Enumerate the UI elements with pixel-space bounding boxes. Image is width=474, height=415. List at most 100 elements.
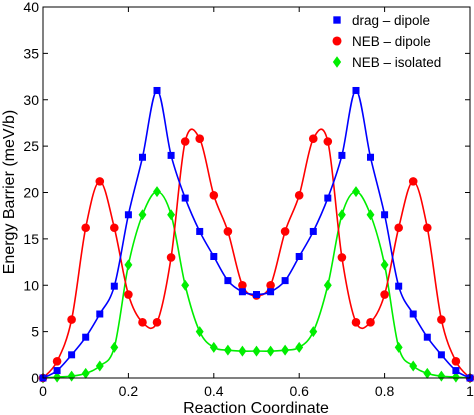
series-1-point-20 (324, 194, 332, 202)
series-2-point-7 (138, 318, 147, 327)
series-1-point-26 (409, 310, 417, 318)
series-1-point-3 (82, 333, 90, 341)
series-2-point-21 (337, 253, 347, 262)
series-1-point-12 (210, 252, 218, 260)
series-2-point-18 (294, 190, 304, 200)
x-tick-label-3: 0.6 (289, 383, 309, 399)
series-2-point-16 (266, 280, 275, 290)
x-axis-title: Reaction Coordinate (183, 400, 329, 415)
legend-marker-3 (332, 56, 342, 68)
series-2-point-23 (366, 318, 375, 327)
x-tick-label-4: 0.8 (375, 383, 395, 399)
series-1-point-24 (381, 211, 389, 219)
legend-label-2: NEB – dipole (352, 34, 431, 49)
series-2-point-28 (437, 315, 446, 324)
series-3-point-20 (323, 279, 332, 291)
series-1-point-8 (153, 86, 161, 94)
series-2-point-1 (52, 357, 62, 366)
series-2-point-26 (408, 177, 418, 186)
series-1-point-25 (395, 282, 403, 290)
series-1-point-21 (338, 151, 346, 159)
series-2-point-27 (423, 223, 432, 233)
series-3-point-7 (138, 209, 147, 221)
series-1-point-27 (423, 333, 431, 341)
y-tick-label-7: 35 (23, 45, 39, 61)
y-tick-label-0: 0 (31, 370, 39, 386)
y-axis-title: Energy Barrier (meV/b) (1, 110, 18, 275)
series-3-point-12 (209, 341, 218, 353)
y-tick-label-5: 25 (23, 138, 39, 154)
x-tick-label-0: 0 (39, 383, 47, 399)
series-3-point-28 (437, 370, 446, 382)
series-1-point-29 (452, 367, 460, 375)
y-tick-label-1: 5 (31, 324, 39, 340)
series-2-point-5 (110, 223, 119, 233)
series-2-point-20 (323, 137, 333, 146)
series-1-point-10 (181, 194, 189, 202)
legend-label-1: drag – dipole (352, 13, 430, 28)
x-tick-label-1: 0.2 (119, 383, 139, 399)
series-2-point-10 (180, 137, 190, 146)
series-2-point-29 (451, 357, 461, 366)
series-3-point-25 (394, 341, 403, 353)
y-tick-label-4: 20 (23, 185, 39, 201)
series-1-point-1 (53, 367, 61, 375)
series-2-point-14 (238, 280, 247, 290)
series-2-point-8 (152, 318, 162, 327)
plot-background (43, 7, 470, 378)
series-3-point-21 (337, 209, 346, 221)
series-2-point-19 (308, 134, 318, 144)
y-tick-label-6: 30 (23, 92, 39, 108)
series-3-point-19 (309, 326, 318, 338)
x-tick-label-2: 0.4 (204, 383, 224, 399)
legend: drag – dipole NEB – dipole NEB – isolated (332, 13, 441, 70)
series-3-point-16 (266, 345, 275, 357)
series-3-point-11 (195, 326, 204, 338)
series-3-point-15 (252, 345, 261, 357)
series-3-point-6 (124, 259, 133, 271)
series-1-point-15 (253, 291, 260, 299)
series-3-point-9 (167, 209, 176, 221)
series-1-point-14 (238, 288, 246, 296)
series-1-point-28 (437, 351, 445, 359)
x-tick-label-5: 1 (466, 383, 474, 399)
series-1-point-18 (295, 252, 303, 260)
y-tick-label-8: 40 (23, 0, 39, 15)
series-1-point-7 (138, 153, 146, 161)
series-3-point-23 (366, 209, 375, 221)
series-1-point-9 (167, 151, 175, 159)
series-3-point-29 (451, 371, 460, 383)
series-3-point-26 (409, 360, 418, 372)
legend-label-3: NEB – isolated (352, 55, 441, 70)
series-3-point-8 (153, 186, 161, 198)
series-2-point-4 (95, 177, 105, 186)
series-3-point-13 (223, 344, 232, 356)
series-3-point-22 (352, 186, 360, 198)
legend-marker-1 (333, 16, 341, 24)
series-2-point-22 (351, 318, 361, 327)
series-2-point-13 (223, 227, 233, 236)
series-2-point-24 (380, 290, 389, 299)
series-3-point-2 (67, 370, 76, 382)
series-2-point-6 (124, 290, 133, 299)
series-2-point-2 (67, 315, 76, 324)
series-3-point-27 (423, 367, 432, 379)
series-2-point-25 (394, 223, 403, 233)
series-3-point-18 (295, 341, 304, 353)
series-3-point-5 (110, 341, 119, 353)
series-1-point-23 (367, 153, 375, 161)
series-2-point-11 (195, 134, 205, 144)
series-3-point-24 (380, 259, 389, 271)
series-3-point-1 (53, 371, 62, 383)
series-3-point-14 (238, 345, 247, 357)
series-3-point-10 (181, 279, 190, 291)
series-1-point-16 (267, 288, 275, 296)
series-1-point-4 (96, 310, 104, 318)
series-layer (38, 86, 474, 384)
series-1-point-17 (281, 277, 289, 285)
series-2-point-9 (166, 253, 176, 262)
series-2-point-3 (81, 223, 90, 233)
series-1-point-6 (124, 211, 132, 219)
y-tick-label-3: 15 (23, 231, 39, 247)
